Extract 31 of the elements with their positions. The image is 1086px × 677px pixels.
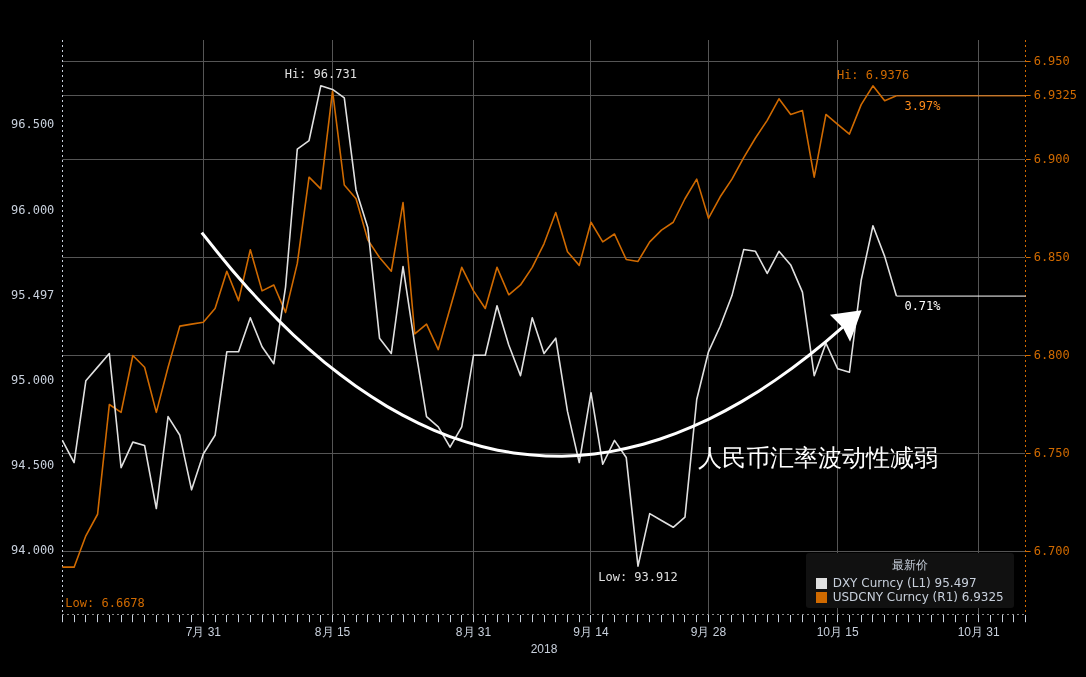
y-tick-label: 95.000 (10, 372, 55, 387)
x-tick-label: 8月 15 (314, 624, 351, 639)
annotation: Low: 6.6678 (65, 596, 145, 611)
x-tick-label: 10月 15 (816, 624, 860, 639)
annotation: 0.71% (904, 299, 941, 314)
x-tick-label: 9月 28 (690, 624, 727, 639)
x-tick-label: 10月 31 (957, 624, 1000, 639)
legend-label: DXY Curncy (L1) 95.497 (832, 576, 977, 591)
y2-tick-label: 6.9325 (1033, 87, 1078, 102)
y2-tick-label: 6.750 (1033, 445, 1070, 460)
y2-tick-label: 6.800 (1033, 347, 1070, 362)
y-tick-label: 94.500 (10, 458, 55, 473)
annotation: Hi: 96.731 (284, 66, 357, 81)
x-tick-label: 9月 14 (573, 624, 609, 639)
annotation: 3.97% (904, 98, 941, 113)
y-tick-label: 96.500 (10, 117, 55, 132)
annotation: 人民币汇率波动性减弱 (698, 442, 939, 474)
x-tick-label: 8月 31 (455, 624, 492, 639)
y2-tick-label: 6.700 (1033, 543, 1070, 558)
y-tick-label: 94.000 (10, 543, 55, 558)
legend-label: USDCNY Curncy (R1) 6.9325 (832, 590, 1004, 605)
annotation: Hi: 6.9376 (836, 67, 910, 82)
y2-tick-label: 6.950 (1033, 53, 1070, 68)
annotation: Low: 93.912 (598, 570, 678, 585)
y2-tick-label: 6.850 (1033, 249, 1070, 264)
x-tick-label: 7月 31 (185, 624, 222, 639)
legend-title: 最新价 (890, 557, 929, 575)
x-axis-title: 2018 (530, 642, 558, 657)
y-tick-label: 96.000 (10, 202, 55, 217)
y-tick-label: 95.497 (10, 288, 55, 303)
y2-tick-label: 6.900 (1033, 151, 1070, 166)
